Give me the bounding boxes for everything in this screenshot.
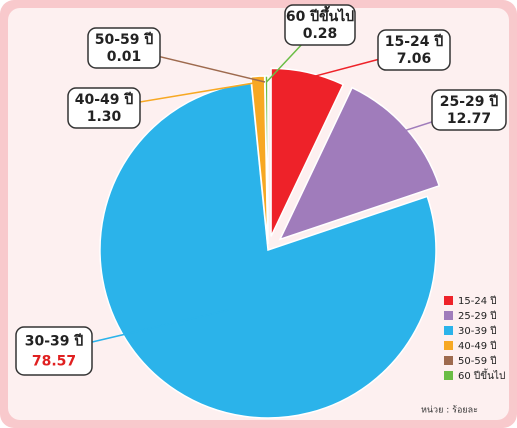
category-label: 50-59 ปี [95, 32, 154, 48]
legend-swatch [444, 311, 453, 320]
value-label: 12.77 [447, 111, 491, 127]
legend-swatch [444, 356, 453, 365]
legend-label: 25-29 ปี [458, 310, 497, 322]
legend-swatch [444, 341, 453, 350]
category-label: 40-49 ปี [75, 92, 134, 108]
legend-label: 60 ปีขึ้นไป [458, 368, 505, 382]
value-label: 0.01 [107, 49, 142, 65]
legend-label: 15-24 ปี [458, 295, 497, 307]
category-label: 15-24 ปี [385, 34, 444, 50]
legend-swatch [444, 326, 453, 335]
category-label: 25-29 ปี [440, 94, 499, 110]
legend-swatch [444, 371, 453, 380]
note: หน่วย : ร้อยละ [421, 405, 478, 416]
chart: หน่วย : ร้อยละ 15-24 ปี7.0625-29 ปี12.77… [0, 0, 517, 428]
legend-swatch [444, 296, 453, 305]
category-label: 30-39 ปี [25, 333, 84, 349]
value-label: 0.28 [303, 26, 338, 42]
legend-label: 30-39 ปี [458, 325, 497, 337]
value-label: 1.30 [87, 109, 122, 125]
legend-label: 40-49 ปี [458, 340, 497, 352]
value-label: 7.06 [397, 51, 432, 67]
value-label: 78.57 [32, 354, 76, 370]
legend-label: 50-59 ปี [458, 355, 497, 367]
